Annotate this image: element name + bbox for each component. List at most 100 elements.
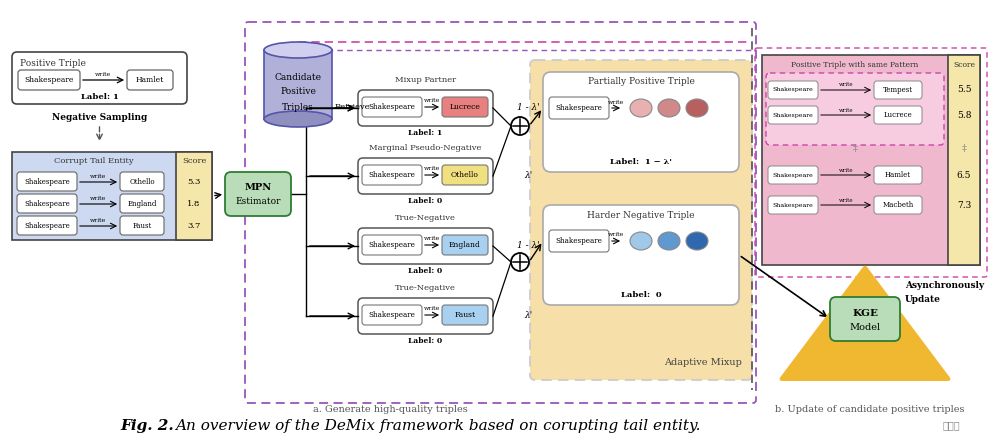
FancyBboxPatch shape [362,97,422,117]
Text: Othello: Othello [129,178,155,186]
Text: write: write [423,306,440,311]
Text: write: write [423,98,440,104]
Text: Corrupt Tail Entity: Corrupt Tail Entity [55,157,134,165]
Text: ‡: ‡ [853,143,858,153]
Text: Positive Triple with same Pattern: Positive Triple with same Pattern [791,61,918,69]
Ellipse shape [264,42,332,58]
FancyBboxPatch shape [358,298,493,334]
FancyBboxPatch shape [120,172,164,191]
FancyBboxPatch shape [830,297,900,341]
Text: Shakespeare: Shakespeare [24,76,74,84]
Text: Label: 0: Label: 0 [409,267,442,275]
Text: Label: 0: Label: 0 [409,197,442,205]
Text: 5.3: 5.3 [187,178,201,186]
Text: Lucrece: Lucrece [884,111,912,119]
Ellipse shape [686,99,708,117]
Text: Shakespeare: Shakespeare [369,103,415,111]
FancyBboxPatch shape [120,194,164,213]
Bar [264,50,332,119]
Text: write: write [839,82,853,87]
Text: 1 - λ': 1 - λ' [517,104,540,112]
Text: 5.5: 5.5 [956,86,971,94]
Text: Shakespeare: Shakespeare [369,241,415,249]
Text: Macbeth: Macbeth [883,201,913,209]
Text: 6.5: 6.5 [957,171,971,179]
FancyBboxPatch shape [766,73,944,145]
Ellipse shape [686,232,708,250]
Text: Model: Model [850,322,881,332]
FancyBboxPatch shape [874,196,922,214]
Text: Shakespeare: Shakespeare [24,200,70,208]
Text: Faust: Faust [132,222,152,230]
Text: Adaptive Mixup: Adaptive Mixup [664,358,742,367]
Text: Shakespeare: Shakespeare [369,311,415,319]
Text: Harder Negative Triple: Harder Negative Triple [587,210,695,220]
FancyBboxPatch shape [442,305,488,325]
Text: b. Update of candidate positive triples: b. Update of candidate positive triples [775,406,965,415]
Text: Shakespeare: Shakespeare [772,87,813,93]
Text: 5.8: 5.8 [957,111,971,120]
FancyBboxPatch shape [12,52,187,104]
Text: Score: Score [182,157,206,165]
Ellipse shape [658,99,680,117]
Text: 7.3: 7.3 [957,201,971,209]
Text: Update: Update [905,295,941,303]
FancyBboxPatch shape [768,81,818,99]
Text: Shakespeare: Shakespeare [772,172,813,177]
FancyBboxPatch shape [543,72,739,172]
Text: Label: 0: Label: 0 [409,337,442,345]
Text: write: write [89,197,106,202]
Bar [948,55,980,265]
Text: Label:  1 − λ': Label: 1 − λ' [610,158,672,166]
Text: Marginal Pseudo-Negative: Marginal Pseudo-Negative [370,144,482,152]
Text: a. Generate high-quality triples: a. Generate high-quality triples [313,406,467,415]
Text: 1.8: 1.8 [187,200,201,208]
Text: 1 - λ': 1 - λ' [517,242,540,250]
Text: ‡: ‡ [961,143,966,153]
Text: 小蝌子: 小蝌子 [942,422,960,430]
Circle shape [511,117,529,135]
Text: Partially Positive Triple: Partially Positive Triple [587,78,695,86]
FancyBboxPatch shape [362,235,422,255]
FancyBboxPatch shape [874,106,922,124]
FancyBboxPatch shape [530,60,752,380]
Bar [12,152,212,240]
Text: Shakespeare: Shakespeare [772,202,813,208]
Text: An overview of the DeMix framework based on corupting tail entity.: An overview of the DeMix framework based… [175,419,701,433]
FancyBboxPatch shape [442,165,488,185]
Text: Label: 1: Label: 1 [81,93,118,101]
Text: England: England [449,241,481,249]
FancyBboxPatch shape [768,196,818,214]
FancyBboxPatch shape [549,230,609,252]
Ellipse shape [264,111,332,127]
Bar [176,152,212,240]
FancyBboxPatch shape [362,165,422,185]
Text: write: write [608,100,624,105]
FancyBboxPatch shape [17,194,77,213]
Text: Mixup Partner: Mixup Partner [395,76,456,84]
FancyBboxPatch shape [874,166,922,184]
Text: England: England [127,200,157,208]
FancyBboxPatch shape [768,106,818,124]
Text: True-Negative: True-Negative [395,284,456,292]
Text: Othello: Othello [451,171,479,179]
FancyBboxPatch shape [362,305,422,325]
Text: Shakespeare: Shakespeare [24,222,70,230]
Text: 3.7: 3.7 [187,222,201,230]
Text: Triples: Triples [282,102,314,112]
Text: Hamlet: Hamlet [136,76,164,84]
Text: MPN: MPN [245,183,271,193]
Text: Shakespeare: Shakespeare [369,171,415,179]
Text: Shakespeare: Shakespeare [772,112,813,117]
Text: write: write [94,71,111,76]
Text: write: write [89,175,106,179]
FancyBboxPatch shape [543,205,739,305]
Text: λ': λ' [524,311,532,321]
FancyBboxPatch shape [768,166,818,184]
Text: write: write [608,232,624,238]
Text: Estimator: Estimator [236,198,280,206]
Circle shape [511,253,529,271]
Text: Lucrece: Lucrece [449,103,480,111]
FancyBboxPatch shape [442,97,488,117]
FancyBboxPatch shape [874,81,922,99]
